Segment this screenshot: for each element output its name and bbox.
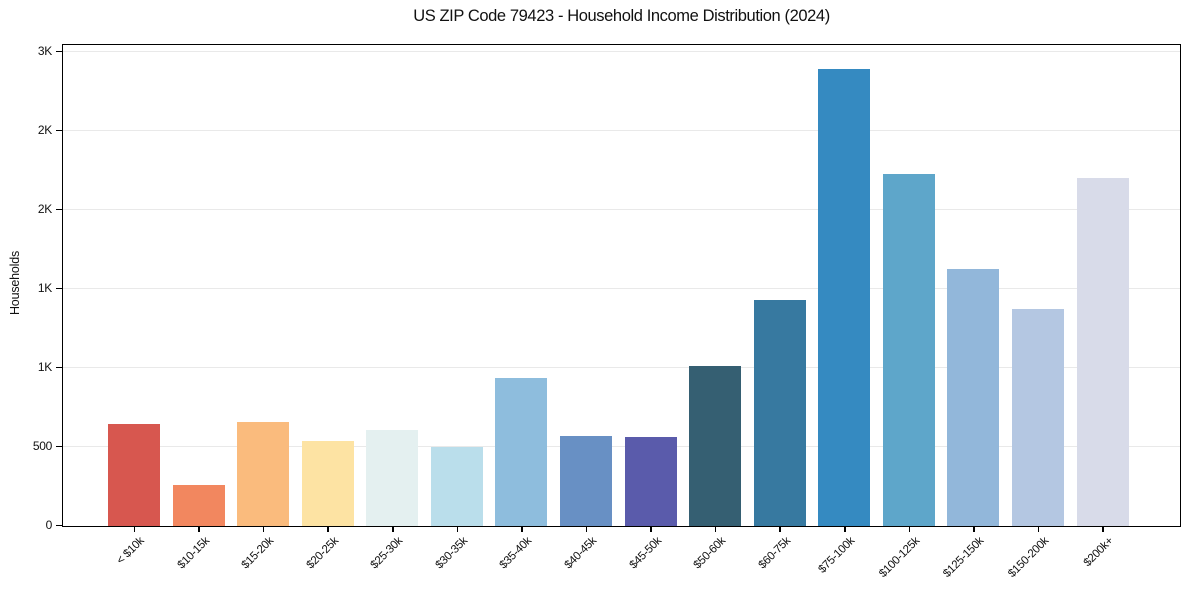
x-tick-mark (779, 527, 781, 532)
x-tick-mark (392, 527, 394, 532)
bar-10k (108, 424, 160, 526)
y-tick-mark (56, 524, 62, 527)
y-tick-mark (56, 50, 62, 53)
bar-20-25k (301, 440, 354, 526)
bar-100-125k (882, 173, 935, 526)
x-tick-label: $60-75k (756, 535, 793, 572)
x-tick-label: $15-20k (239, 535, 277, 572)
x-tick-label: $50-60k (691, 535, 729, 572)
x-tick-mark (714, 527, 717, 532)
bar-30-35k (430, 446, 483, 526)
bar-40-45k (559, 435, 612, 526)
plot-area (62, 44, 1181, 527)
y-tick-mark (56, 287, 62, 290)
bar-50-60k (689, 366, 742, 526)
x-tick-label: $125-150k (941, 535, 987, 581)
y-tick-label: 2K (37, 201, 52, 216)
x-tick-mark (521, 527, 523, 532)
x-tick-label: $30-35k (433, 535, 470, 572)
y-tick-mark (56, 445, 62, 448)
bar-15-20k (237, 421, 290, 526)
gridline (63, 129, 1180, 131)
y-tick-label: 0 (45, 518, 53, 532)
y-tick-label: 2K (37, 122, 52, 137)
bar-75-100k (818, 69, 871, 526)
x-tick-label: $10-15k (175, 535, 212, 572)
x-tick-mark (585, 527, 588, 532)
x-tick-label: $25-30k (368, 535, 406, 572)
x-tick-mark (650, 527, 652, 532)
y-tick-mark (56, 208, 62, 211)
x-tick-label: $150-200k (1005, 535, 1051, 581)
bar-200k (1076, 178, 1129, 526)
y-tick-label: 500 (32, 438, 52, 453)
gridline (63, 445, 1180, 447)
x-tick-label: $40-45k (562, 535, 599, 572)
x-tick-mark (844, 527, 846, 532)
x-tick-mark (262, 527, 265, 532)
x-tick-label: $35-40k (497, 535, 535, 572)
x-tick-mark (456, 527, 459, 532)
bar-25-30k (366, 429, 419, 526)
gridline (63, 50, 1180, 52)
x-tick-label: $75-100k (816, 535, 858, 576)
bar-60-75k (753, 300, 806, 526)
x-tick-label: $200k+ (1081, 535, 1116, 570)
gridline (63, 366, 1180, 368)
x-tick-mark (1102, 527, 1104, 532)
x-tick-mark (327, 527, 329, 532)
x-tick-mark (133, 527, 136, 532)
x-tick-label: $20-25k (304, 535, 341, 572)
x-tick-mark (908, 527, 911, 532)
x-tick-label: < $10k (115, 535, 147, 567)
y-tick-mark (56, 129, 62, 132)
bar-45-50k (624, 436, 677, 526)
x-tick-label: $100-125k (876, 535, 922, 581)
chart-title: US ZIP Code 79423 - Household Income Dis… (413, 7, 830, 25)
y-tick-mark (56, 366, 62, 369)
bar-35-40k (495, 378, 548, 526)
bar-125-150k (947, 269, 1000, 526)
y-tick-label: 1K (37, 280, 52, 295)
gridline (63, 208, 1180, 210)
x-tick-label: $45-50k (627, 535, 664, 572)
x-tick-mark (198, 527, 200, 532)
bar-10-15k (172, 484, 225, 526)
y-tick-label: 1K (37, 359, 52, 374)
bar-150-200k (1011, 309, 1064, 526)
gridline (63, 287, 1180, 289)
y-tick-label: 3K (37, 43, 52, 58)
x-tick-mark (1037, 527, 1040, 532)
x-tick-mark (973, 527, 975, 532)
